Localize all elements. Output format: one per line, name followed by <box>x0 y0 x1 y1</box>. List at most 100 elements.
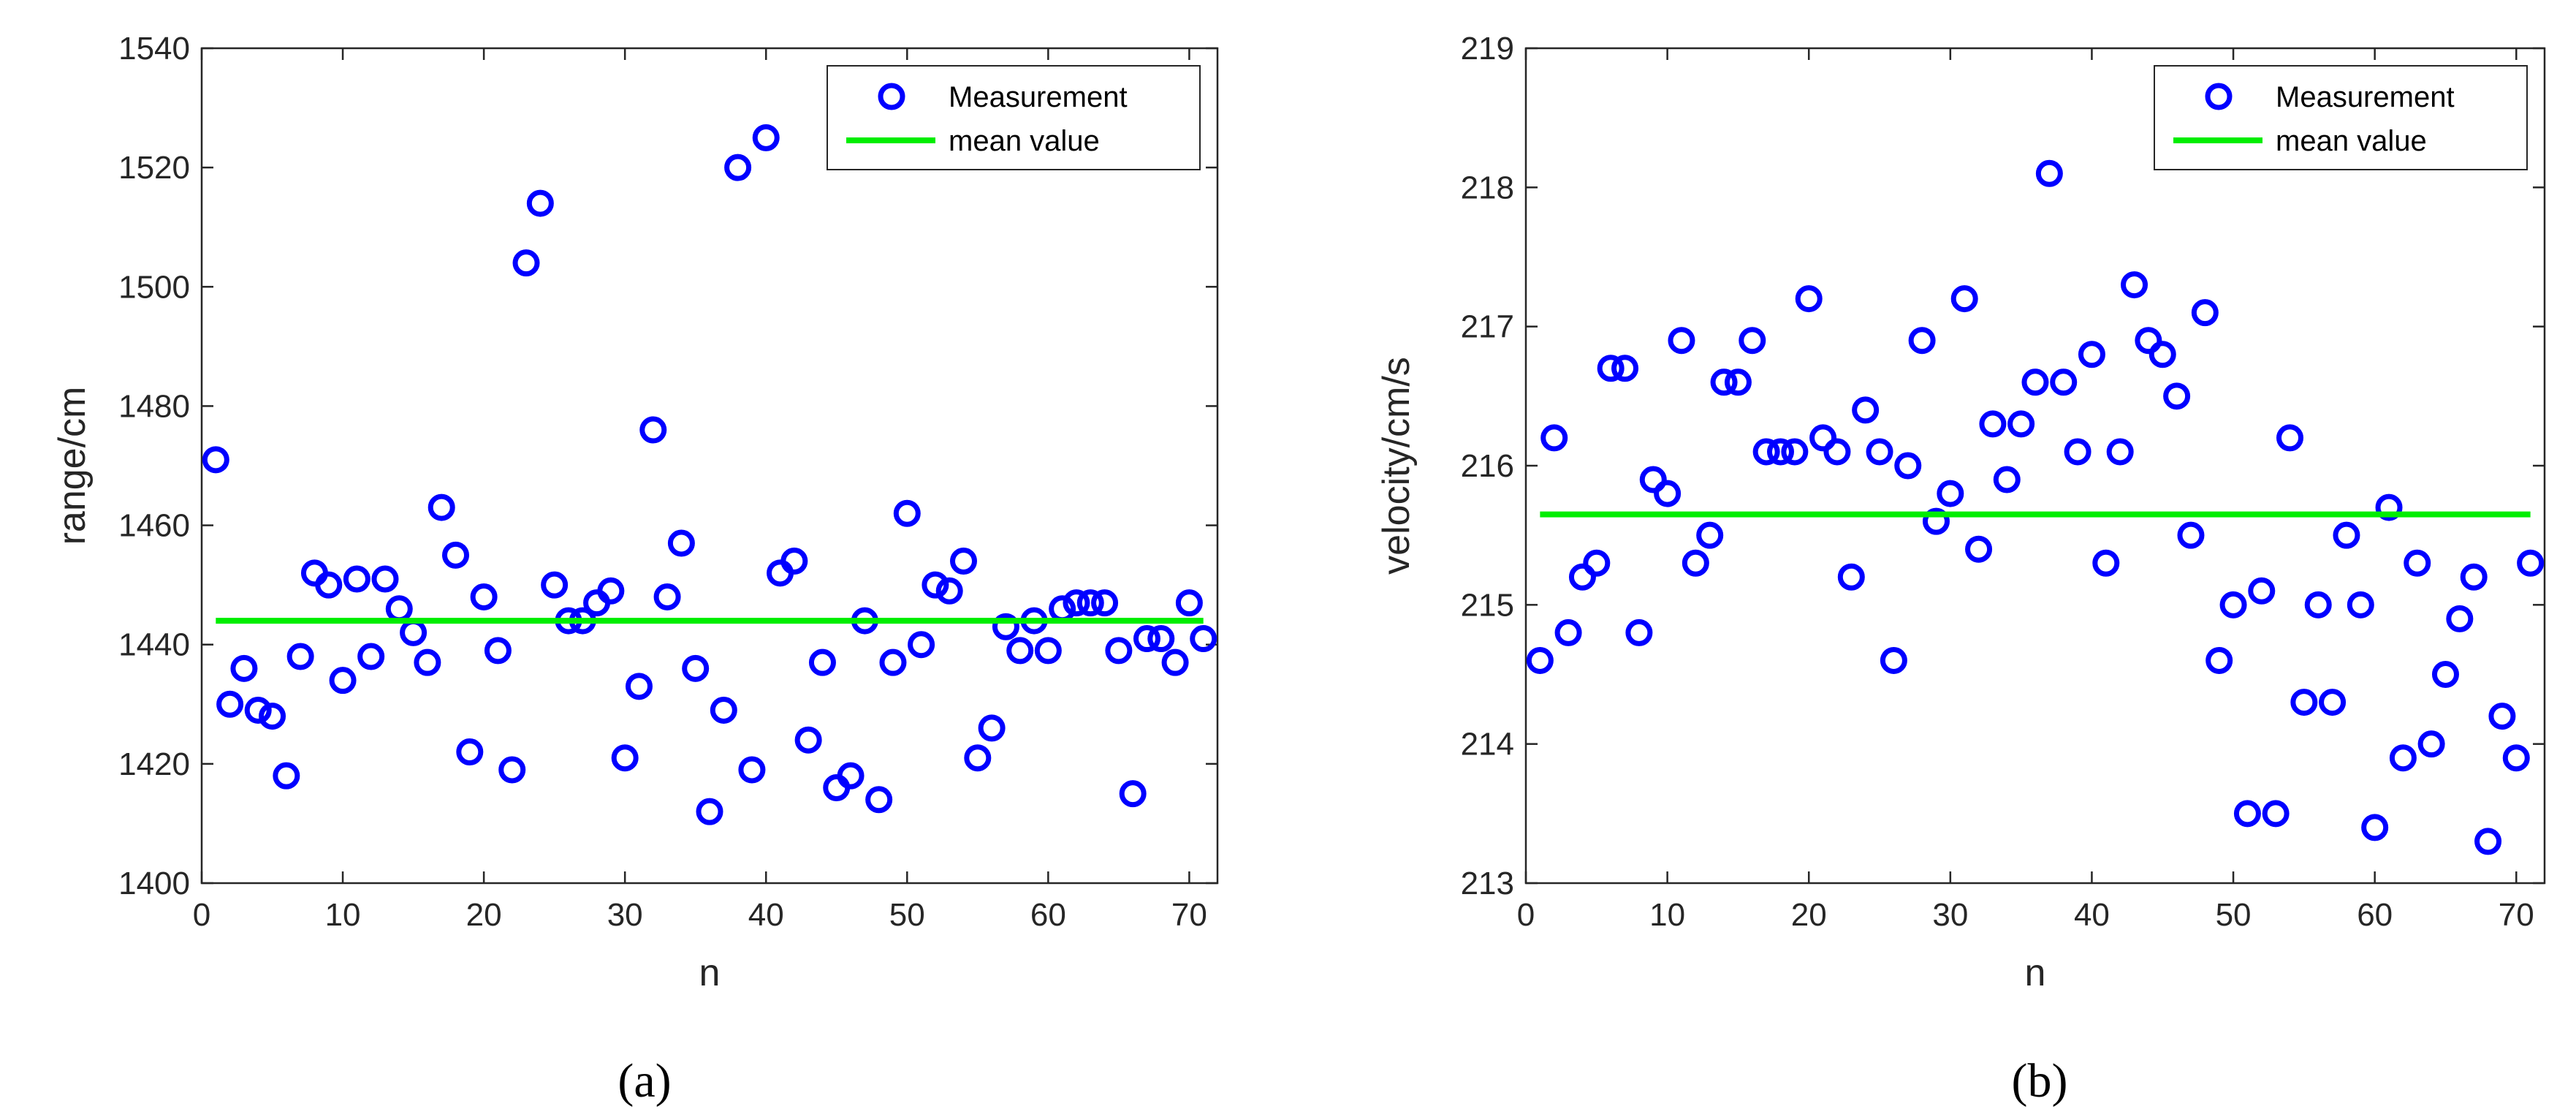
measurement-point <box>230 654 258 682</box>
measurement-point <box>1894 452 1922 480</box>
measurement-point <box>484 637 512 665</box>
measurement-point <box>1696 521 1724 549</box>
measurement-point <box>2460 563 2488 591</box>
y-tick-label: 213 <box>1461 866 1514 901</box>
measurement-point <box>978 714 1006 742</box>
measurement-point <box>442 541 469 569</box>
measurement-point <box>2248 577 2276 605</box>
measurement-point <box>1950 285 1978 313</box>
measurement-point <box>1611 355 1639 382</box>
measurement-point <box>2177 521 2205 549</box>
measurement-point <box>2191 299 2219 327</box>
y-tick-label: 1480 <box>118 388 190 424</box>
measurement-point <box>2488 703 2516 730</box>
measurement-point <box>1583 549 1611 577</box>
y-tick-label: 216 <box>1461 448 1514 484</box>
x-tick-label: 60 <box>1030 897 1066 933</box>
measurement-point <box>273 762 300 790</box>
measurement-point <box>653 583 681 610</box>
measurement-point <box>456 738 484 766</box>
measurement-point <box>639 416 667 444</box>
panel-caption: (b) <box>2012 1054 2068 1108</box>
measurement-point <box>1922 507 1950 535</box>
measurement-point <box>1625 618 1653 646</box>
measurement-point <box>667 529 695 557</box>
panel-b: 0 10 20 30 40 50 60 70 213 214 215 216 217 218 219 n vel… <box>1375 31 2546 1108</box>
measurement-point <box>1190 625 1217 653</box>
measurement-point <box>202 446 229 474</box>
measurement-point <box>2262 800 2290 828</box>
measurement-point <box>1965 535 1993 563</box>
measurement-point <box>696 798 723 825</box>
measurement-point <box>498 756 526 784</box>
y-tick-label: 1460 <box>118 508 190 544</box>
x-tick-label: 50 <box>2216 897 2252 933</box>
x-tick-label: 60 <box>2357 897 2393 933</box>
measurement-point <box>1554 618 1582 646</box>
measurement-point <box>244 696 272 724</box>
legend-label-mean: mean value <box>2276 125 2427 157</box>
y-tick-label: 217 <box>1461 309 1514 345</box>
measurement-point <box>1752 438 1780 466</box>
measurement-point <box>2219 591 2247 618</box>
measurement-point <box>879 648 907 676</box>
measurement-point <box>526 189 554 217</box>
measurement-point <box>964 744 992 772</box>
x-tick-label: 70 <box>2499 897 2534 933</box>
measurement-point <box>2375 493 2403 521</box>
measurement-point <box>752 124 780 151</box>
measurement-point <box>1654 480 1682 507</box>
x-tick-label: 0 <box>1517 897 1535 933</box>
measurement-point <box>865 786 893 814</box>
measurement-point <box>2035 159 2063 187</box>
x-tick-label: 10 <box>325 897 361 933</box>
panel-caption: (a) <box>618 1054 671 1108</box>
measurement-point <box>343 565 371 593</box>
measurement-point <box>2404 549 2431 577</box>
measurement-point <box>682 654 710 682</box>
measurement-point <box>512 249 540 277</box>
measurement-point <box>1076 589 1104 617</box>
measurement-point <box>625 673 653 700</box>
measurement-point <box>922 571 949 599</box>
measurement-point <box>1809 424 1837 452</box>
measurement-point <box>2092 549 2120 577</box>
measurement-point <box>2333 521 2360 549</box>
legend-box <box>2154 65 2528 170</box>
measurement-point <box>2361 814 2389 841</box>
measurement-point <box>414 648 441 676</box>
measurement-point <box>2290 689 2318 716</box>
measurement-point <box>2319 689 2347 716</box>
measurement-point <box>371 565 399 593</box>
measurement-point <box>1063 589 1090 617</box>
measurement-point <box>2417 730 2445 758</box>
measurement-point <box>329 667 357 695</box>
measurement-point <box>893 499 921 527</box>
y-axis-label: range/cm <box>51 387 94 545</box>
legend-box <box>827 65 1201 170</box>
measurement-point <box>724 154 752 181</box>
measurement-point <box>1161 648 1189 676</box>
measurement-point <box>2078 341 2105 368</box>
y-tick-label: 219 <box>1461 31 1514 67</box>
measurement-point <box>2233 800 2261 828</box>
measurement-point <box>710 696 737 724</box>
measurement-point <box>2304 591 2332 618</box>
measurement-point <box>2050 368 2078 396</box>
measurement-point <box>1091 589 1119 617</box>
legend-marker-measurement <box>2205 83 2233 110</box>
measurement-point <box>2389 744 2417 772</box>
measurement-point <box>837 762 865 790</box>
measurement-point <box>428 493 455 521</box>
measurement-point <box>470 583 498 610</box>
y-tick-label: 1440 <box>118 627 190 663</box>
measurement-point <box>1937 480 1964 507</box>
y-tick-label: 218 <box>1461 170 1514 205</box>
measurement-point <box>1526 646 1554 674</box>
measurement-point <box>794 726 822 754</box>
measurement-point <box>1908 327 1936 355</box>
measurement-point <box>2276 424 2303 452</box>
measurement-point <box>2135 327 2162 355</box>
measurement-point <box>1540 424 1568 452</box>
